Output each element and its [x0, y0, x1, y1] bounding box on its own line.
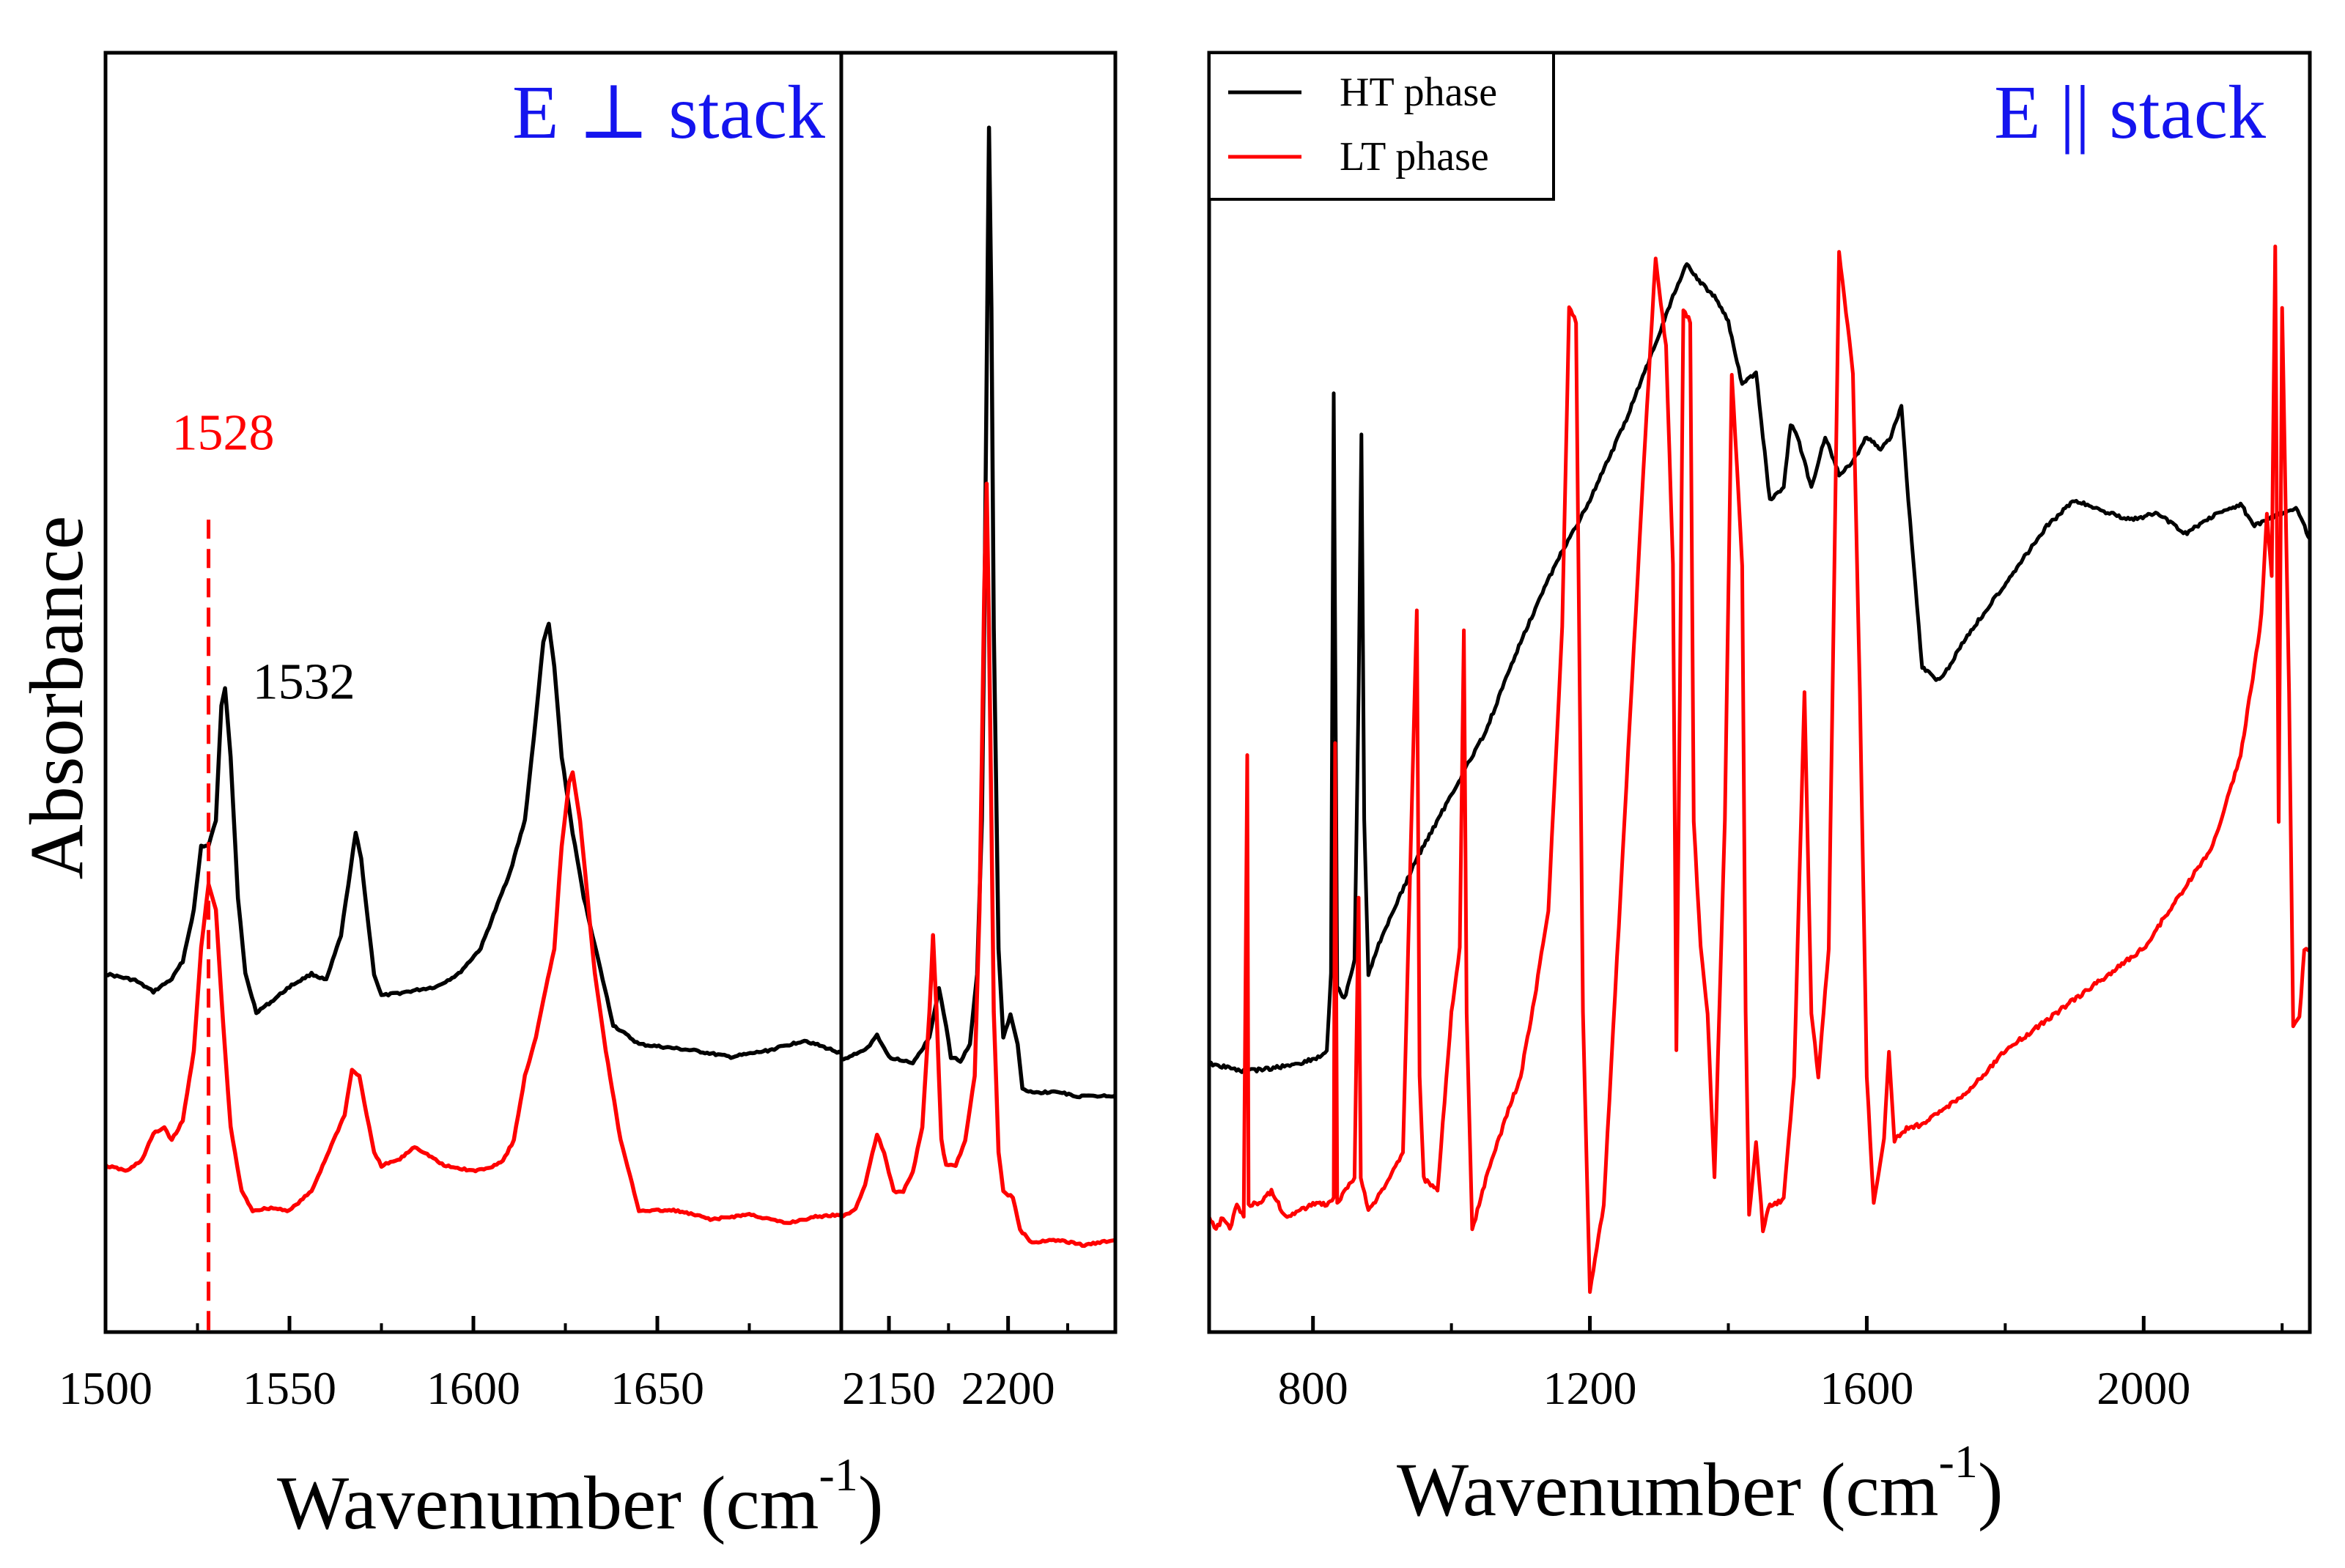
annotation-1528-label: 1528 — [172, 404, 275, 461]
right-x-axis-label-close: ) — [1978, 1448, 2004, 1532]
left-tick-label: 2200 — [961, 1362, 1055, 1414]
right-tick-label: 800 — [1278, 1362, 1348, 1414]
legend-ht-label: HT phase — [1340, 70, 1497, 115]
left-tick-label: 1500 — [59, 1362, 152, 1414]
right-curves — [1207, 244, 2312, 1294]
legend: HT phase LT phase — [1208, 51, 1555, 201]
right-tick-label: 2000 — [2097, 1362, 2190, 1414]
right-panel-title: E || stack — [1994, 70, 2266, 155]
left-tick-label: 1600 — [426, 1362, 520, 1414]
right-tick-label: 1200 — [1543, 1362, 1637, 1414]
annotation-1532-label: 1532 — [253, 654, 355, 711]
left-x-axis-label-main: Wavenumber (cm — [277, 1461, 819, 1545]
ht-phase-curve-right — [1208, 262, 2312, 1074]
left-panel: 1500 1550 1600 1650 2150 2200 1528 1532 E ⊥ s… — [59, 51, 1118, 1414]
right-panel: 800 1200 1600 2000 E || stack HT phase LT p… — [1207, 51, 2312, 1414]
left-tick-label: 1550 — [243, 1362, 336, 1414]
legend-box — [1208, 51, 1555, 201]
right-x-axis-label: Wavenumber (cm-1) — [1397, 1435, 2003, 1532]
left-plot-frame — [103, 51, 1118, 1334]
lt-phase-curve-left-seg1 — [104, 770, 842, 1225]
left-curves — [104, 125, 1117, 1249]
left-x-axis-label-sup: -1 — [819, 1449, 858, 1501]
lt-phase-curve-left-seg2 — [841, 481, 1116, 1249]
ht-phase-curve-left-seg1 — [105, 621, 843, 1060]
left-tick-label: 2150 — [842, 1362, 936, 1414]
right-x-ticks: 800 1200 1600 2000 — [1278, 1316, 2284, 1414]
left-x-axis-label: Wavenumber (cm-1) — [277, 1449, 883, 1545]
y-axis-label: Absorbance — [15, 516, 99, 880]
left-x-ticks: 1500 1550 1600 1650 2150 2200 — [59, 1316, 1069, 1414]
lt-phase-curve-right — [1207, 244, 2311, 1294]
left-x-axis-label-close: ) — [858, 1461, 884, 1545]
left-panel-title: E ⊥ stack — [512, 70, 825, 155]
legend-lt-label: LT phase — [1340, 134, 1489, 180]
right-tick-label: 1600 — [1820, 1362, 1913, 1414]
right-plot-frame — [1207, 51, 2312, 1334]
right-x-axis-label-sup: -1 — [1939, 1435, 1978, 1487]
left-tick-label: 1650 — [610, 1362, 704, 1414]
right-x-axis-label-main: Wavenumber (cm — [1397, 1448, 1939, 1532]
